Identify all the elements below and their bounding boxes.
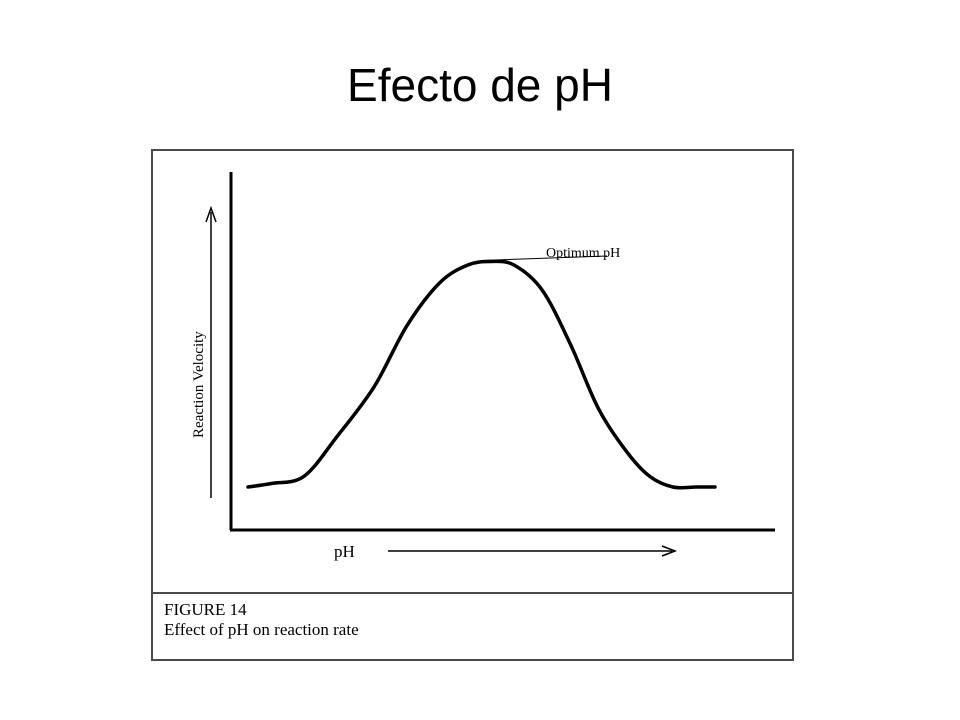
series-line (246, 259, 717, 490)
y-axis-label: Reaction Velocity (191, 331, 207, 438)
figure-caption: FIGURE 14 Effect of pH on reaction rate (164, 600, 359, 640)
figure-frame (151, 149, 794, 661)
caption-number: FIGURE 14 (164, 600, 247, 619)
x-axis-label: pH (334, 542, 355, 561)
slide-title: Efecto de pH (347, 59, 613, 111)
optimum-leader-line (481, 255, 608, 261)
caption-text: Effect of pH on reaction rate (164, 620, 359, 639)
y-arrow (205, 205, 217, 498)
caption-divider (151, 592, 794, 594)
optimum-annotation: Optimum pH (546, 246, 620, 261)
x-arrow (388, 545, 678, 557)
